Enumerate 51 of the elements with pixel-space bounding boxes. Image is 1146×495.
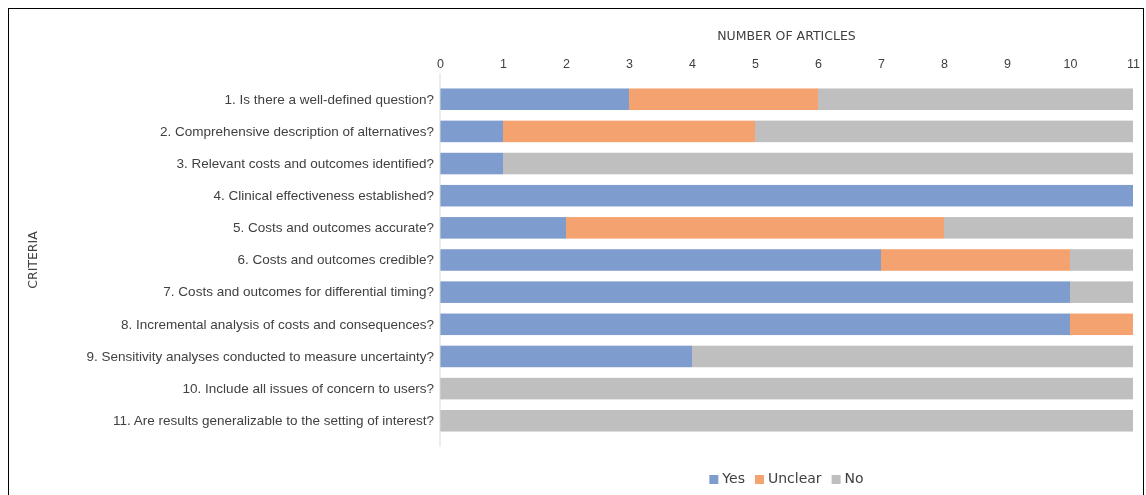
legend-label: Unclear bbox=[767, 470, 822, 486]
y-tick-label: 1. Is there a well-defined question? bbox=[224, 91, 434, 107]
y-tick-label: 5. Costs and outcomes accurate? bbox=[232, 220, 434, 236]
y-tick-label: 9. Sensitivity analyses conducted to measure uncertainty? bbox=[86, 348, 434, 364]
bar bbox=[440, 152, 503, 175]
x-tick-label: 4 bbox=[689, 57, 697, 72]
x-tick-label: 9 bbox=[1004, 57, 1012, 72]
bar bbox=[440, 409, 1133, 432]
bar bbox=[692, 345, 1133, 368]
bar bbox=[440, 377, 1133, 400]
bar bbox=[440, 249, 881, 271]
bar bbox=[1070, 313, 1133, 336]
bar bbox=[503, 120, 755, 143]
bar bbox=[944, 217, 1133, 239]
x-tick-label: 5 bbox=[752, 57, 760, 72]
x-tick-label: 0 bbox=[437, 57, 445, 72]
bar bbox=[440, 345, 692, 368]
bar bbox=[440, 217, 566, 239]
x-tick-label: 11 bbox=[1127, 57, 1141, 72]
x-tick-label: 6 bbox=[815, 57, 823, 72]
x-tick-label: 8 bbox=[941, 57, 949, 72]
y-tick-label: 8. Incremental analysis of costs and consequences? bbox=[121, 316, 434, 332]
y-tick-label: 10. Include all issues of concern to users? bbox=[182, 380, 434, 396]
legend-label: No bbox=[844, 470, 864, 486]
y-tick-label: 6. Costs and outcomes credible? bbox=[237, 252, 434, 268]
bar bbox=[1070, 281, 1133, 303]
bar bbox=[440, 184, 1133, 207]
y-tick-label: 4. Clinical effectiveness established? bbox=[213, 188, 434, 204]
bar bbox=[440, 120, 503, 143]
bar bbox=[440, 313, 1070, 336]
bar bbox=[818, 88, 1133, 111]
x-axis-title: NUMBER OF ARTICLES bbox=[717, 28, 856, 43]
y-axis-title: CRITERIA bbox=[25, 230, 40, 289]
y-tick-label: 2. Comprehensive description of alternatives? bbox=[160, 123, 434, 139]
bar bbox=[755, 120, 1133, 143]
bar bbox=[881, 249, 1070, 271]
x-tick-label: 2 bbox=[563, 57, 571, 72]
bar bbox=[629, 88, 818, 111]
x-tick-label: 3 bbox=[626, 57, 634, 72]
bar bbox=[566, 217, 944, 239]
x-tick-label: 1 bbox=[500, 57, 508, 72]
bar bbox=[503, 152, 1133, 175]
bar bbox=[440, 281, 1070, 303]
y-tick-label: 11. Are results generalizable to the setting of interest? bbox=[113, 413, 434, 429]
legend-label: Yes bbox=[721, 470, 745, 486]
y-tick-label: 7. Costs and outcomes for differential timing? bbox=[163, 284, 434, 300]
bar bbox=[440, 88, 629, 111]
y-tick-label: 3. Relevant costs and outcomes identified? bbox=[176, 155, 434, 171]
bar bbox=[1070, 249, 1133, 271]
x-tick-label: 10 bbox=[1063, 57, 1078, 72]
x-tick-label: 7 bbox=[878, 57, 886, 72]
